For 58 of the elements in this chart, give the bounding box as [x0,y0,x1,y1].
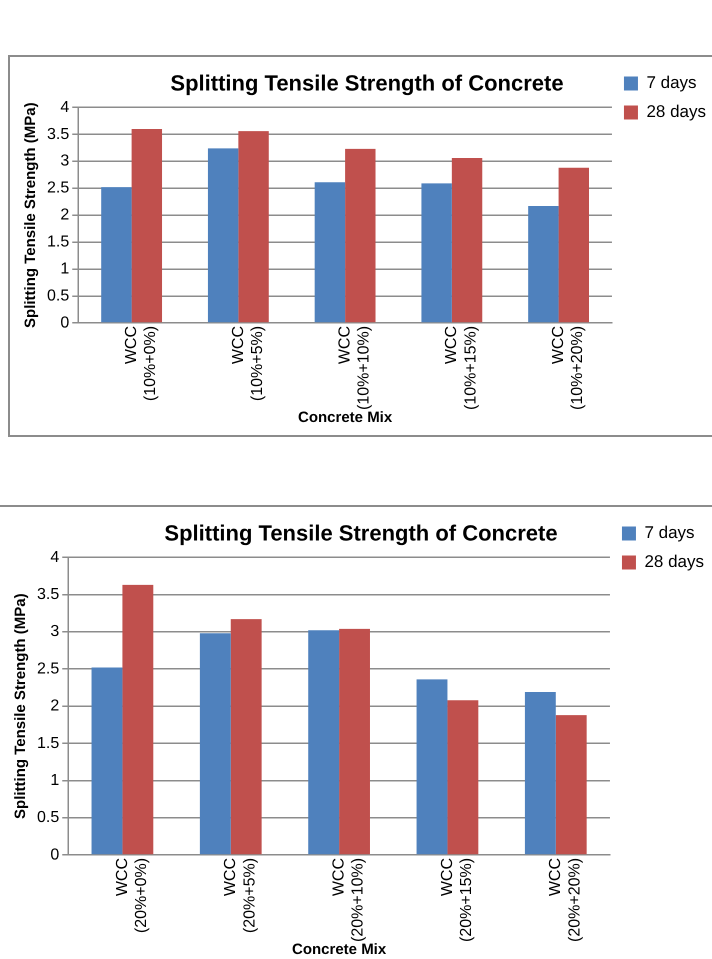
bar [524,692,556,854]
bar [528,206,559,322]
bar [447,700,478,854]
bar [208,148,238,322]
bar [308,630,340,854]
y-tick-label: 0.5 [36,809,60,826]
legend-label: 28 days [646,102,706,122]
bar [345,148,376,322]
y-axis-title: Splitting Tensile Strength (MPa) [12,593,30,819]
x-tick-label: WCC (10%+20%) [550,326,586,410]
bar [452,158,482,322]
x-tick-label: WCC (20%+5%) [222,858,258,934]
x-tick-label: WCC (10%+5%) [230,326,266,402]
y-tick-label: 3 [50,623,60,640]
y-tick-label: 3.5 [36,586,60,603]
y-tick-label: 1 [60,260,70,278]
chart-title: Splitting Tensile Strength of Concrete [164,520,558,546]
x-axis-title: Concrete Mix [298,409,393,426]
x-tick-label: WCC (20%+10%) [330,858,367,942]
bar [238,131,269,322]
x-tick-label: WCC (10%+0%) [123,326,160,402]
legend-label: 7 days [644,523,695,542]
x-tick-label: WCC (20%+15%) [438,858,476,942]
bar [132,128,162,322]
bar [556,715,587,854]
bar [200,633,231,854]
y-tick-label: 1 [50,772,60,789]
bar [230,619,262,854]
legend-label: 7 days [646,73,697,92]
bar [122,584,154,854]
y-tick-label: 1.5 [46,234,70,251]
bar [92,667,122,854]
y-tick-label: 3 [60,152,70,170]
bar [558,168,590,322]
x-tick-label: WCC (20%+20%) [547,858,584,942]
bar [314,182,346,322]
y-tick-label: 1.5 [36,734,60,752]
y-tick-label: 0 [50,846,60,864]
chart-title: Splitting Tensile Strength of Concrete [170,70,564,96]
x-tick-label: WCC (10%+15%) [443,326,480,410]
y-tick-label: 2.5 [36,660,60,678]
y-tick-label: 2.5 [46,180,70,197]
y-tick-label: 4 [50,548,60,566]
y-tick-label: 2 [60,206,70,224]
y-tick-label: 0.5 [46,287,70,304]
bar [421,183,452,322]
y-tick-label: 3.5 [46,126,70,143]
y-tick-label: 2 [50,698,60,715]
legend-label: 28 days [644,552,704,572]
y-axis-title: Splitting Tensile Strength (MPa) [22,102,40,328]
bar [339,628,370,854]
bar [101,187,132,322]
y-tick-label: 4 [60,98,70,116]
bar [416,679,448,854]
x-axis-title: Concrete Mix [292,941,387,958]
y-tick-label: 0 [60,314,70,332]
x-tick-label: WCC (20%+0%) [114,858,150,934]
x-tick-label: WCC (10%+10%) [336,326,373,410]
